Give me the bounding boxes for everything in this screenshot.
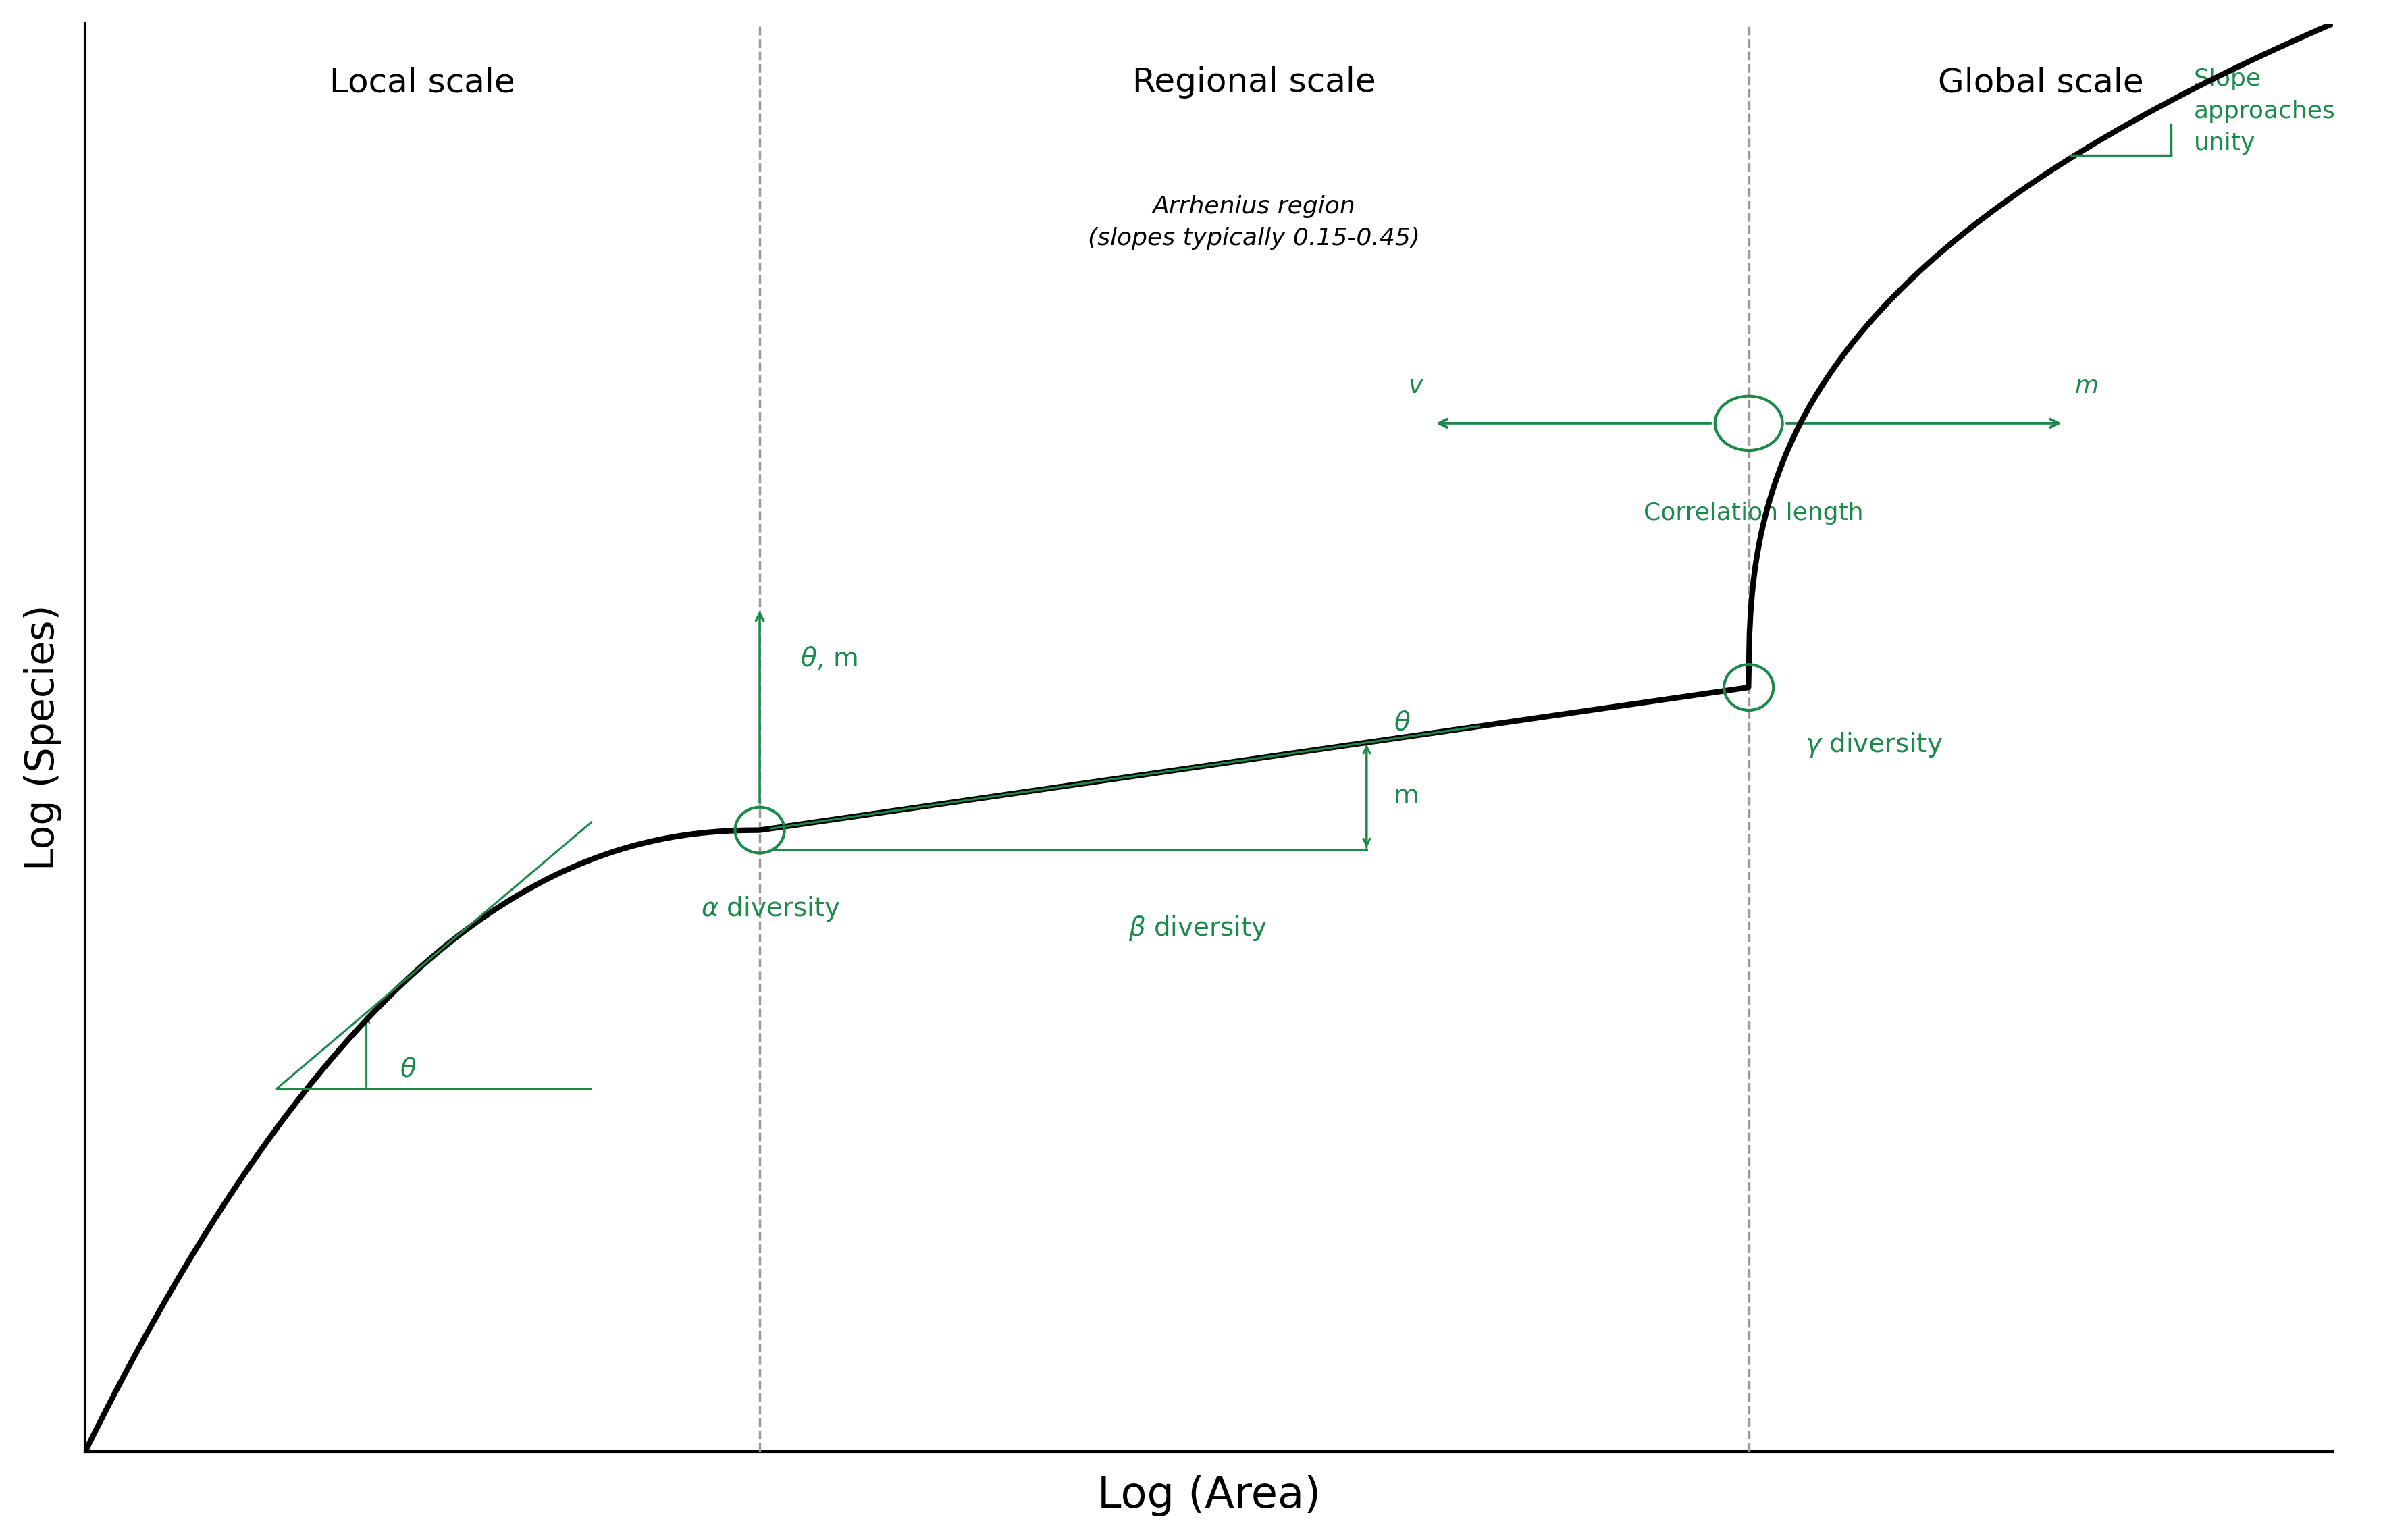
Text: Global scale: Global scale [1937,66,2142,99]
Text: Local scale: Local scale [329,66,515,99]
Y-axis label: Log (Species): Log (Species) [24,605,62,870]
Text: $\theta$: $\theta$ [400,1056,417,1081]
Text: $\alpha$ diversity: $\alpha$ diversity [701,895,841,922]
Text: $\gamma$ diversity: $\gamma$ diversity [1804,730,1942,759]
Text: Regional scale: Regional scale [1132,66,1375,99]
Text: Correlation length: Correlation length [1642,502,1864,525]
Text: v: v [1408,374,1423,397]
Text: Arrhenius region
(slopes typically 0.15-0.45): Arrhenius region (slopes typically 0.15-… [1087,194,1420,249]
Text: $\theta$: $\theta$ [1394,710,1411,736]
Text: m: m [1394,784,1418,809]
Text: $\beta$ diversity: $\beta$ diversity [1127,913,1268,942]
Text: $\theta$, m: $\theta$, m [801,645,858,671]
Text: m: m [2073,374,2097,397]
Text: Slope
approaches
unity: Slope approaches unity [2192,68,2335,156]
X-axis label: Log (Area): Log (Area) [1096,1475,1320,1517]
